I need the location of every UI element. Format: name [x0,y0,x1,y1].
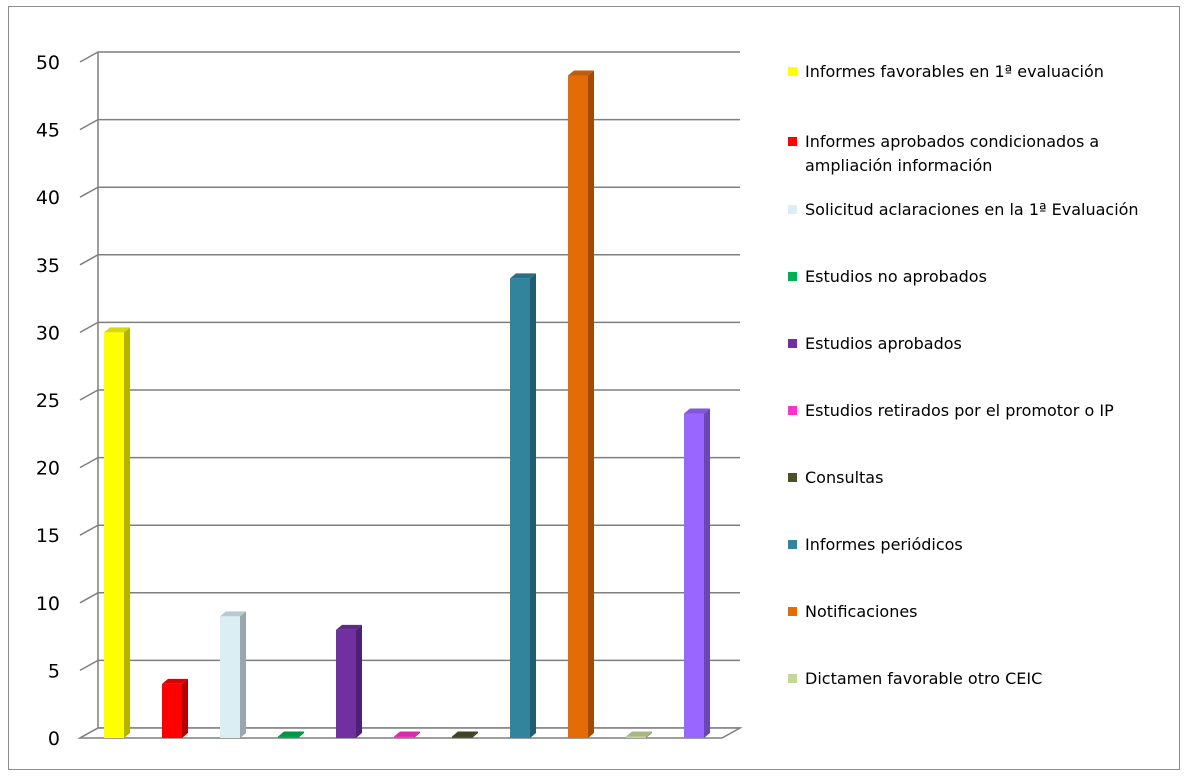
y-tick-label: 45 [36,120,60,142]
y-tick-label: 40 [36,187,60,209]
legend-swatch [788,272,797,281]
y-tick-label: 15 [36,525,60,547]
legend-label: Informes periódicos [805,533,1165,557]
bar-front [452,737,472,739]
bar [162,679,188,738]
y-tick-label: 20 [36,458,60,480]
bar-side [356,625,362,738]
y-tick-label: 50 [36,52,60,74]
legend-swatch [788,473,797,482]
bar-side [124,327,130,738]
bar-front [162,684,182,738]
legend-item: Estudios aprobados [788,332,1178,356]
bar-front [510,278,530,738]
y-tick-label: 25 [36,390,60,412]
y-tick-label: 30 [36,322,60,344]
gridline [80,593,740,603]
legend-swatch [788,137,797,146]
legend-swatch [788,339,797,348]
legend-label: Consultas [805,466,1165,490]
bar [568,71,594,738]
bar-side [240,611,246,738]
legend-label: Estudios no aprobados [805,265,1165,289]
bar-front [568,76,588,738]
bar-front [278,737,298,739]
bars [104,71,710,738]
bar-front [626,737,646,739]
legend-label: Dictamen favorable otro CEIC [805,667,1165,691]
gridline [80,390,740,400]
legend-item: Estudios retirados por el promotor o IP [788,399,1178,423]
legend-swatch [788,540,797,549]
gridline [80,120,740,130]
legend-swatch [788,67,797,76]
bar-front [684,414,704,738]
legend-swatch [788,674,797,683]
legend-item: Informes favorables en 1ª evaluación [788,60,1178,84]
bar-front [394,737,414,739]
legend-item: Estudios no aprobados [788,265,1178,289]
gridline [80,322,740,332]
bar-side [182,679,188,738]
y-tick-label: 10 [36,593,60,615]
bar [336,625,362,738]
y-tick-label: 35 [36,255,60,277]
gridline [80,458,740,468]
bar-side [588,71,594,738]
legend-swatch [788,607,797,616]
gridline [80,525,740,535]
gridlines [80,52,740,738]
bar [104,327,130,738]
legend-label: Estudios retirados por el promotor o IP [805,399,1165,423]
legend-label: Notificaciones [805,600,1165,624]
legend-item: Solicitud aclaraciones en la 1ª Evaluaci… [788,198,1178,222]
bar-front [104,332,124,738]
bar-front [336,630,356,738]
legend-item: Informes periódicos [788,533,1178,557]
legend-item: Consultas [788,466,1178,490]
legend-label: Informes aprobados condicionados a ampli… [805,130,1165,178]
y-tick-label: 5 [48,660,60,682]
y-axis-ticks: 0 5 10 15 20 25 30 35 40 45 50 [36,52,60,750]
legend-label: Estudios aprobados [805,332,1165,356]
bar [510,273,536,738]
bar [684,409,710,738]
gridline [80,187,740,197]
legend-swatch [788,406,797,415]
legend-swatch [788,205,797,214]
legend-item: Dictamen favorable otro CEIC [788,667,1178,691]
bar-side [530,273,536,738]
bar-front [220,616,240,738]
legend-item: Notificaciones [788,600,1178,624]
bar [220,611,246,738]
legend-label: Informes favorables en 1ª evaluación [805,60,1165,84]
gridline [80,255,740,265]
gridline [80,52,740,62]
bar-side [704,409,710,738]
legend-label: Solicitud aclaraciones en la 1ª Evaluaci… [805,198,1165,222]
y-tick-label: 0 [48,728,60,750]
gridline [80,660,740,670]
legend-item: Informes aprobados condicionados a ampli… [788,130,1178,178]
